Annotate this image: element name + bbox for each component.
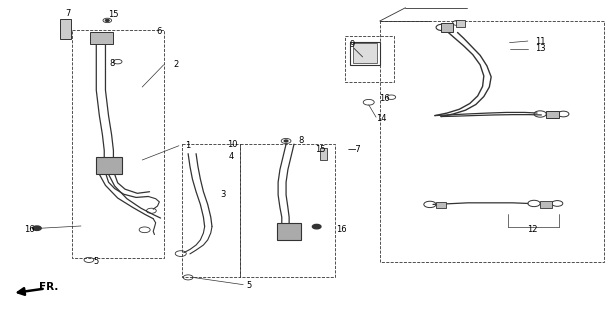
Text: 9: 9 bbox=[349, 40, 355, 49]
Text: 2: 2 bbox=[173, 60, 178, 69]
Bar bbox=[546, 111, 558, 118]
Text: 4: 4 bbox=[228, 152, 234, 161]
Text: 6: 6 bbox=[157, 27, 162, 36]
Bar bbox=[540, 201, 552, 208]
Text: —7: —7 bbox=[347, 145, 361, 154]
Text: 15: 15 bbox=[315, 145, 326, 154]
Text: 15: 15 bbox=[108, 10, 119, 19]
Text: 12: 12 bbox=[528, 225, 538, 234]
Text: 1: 1 bbox=[186, 141, 191, 150]
Text: 16: 16 bbox=[379, 94, 390, 103]
Bar bbox=[60, 19, 71, 39]
Bar bbox=[277, 223, 301, 240]
Bar bbox=[346, 36, 394, 82]
Bar bbox=[97, 157, 122, 174]
Text: 16: 16 bbox=[336, 225, 346, 234]
Circle shape bbox=[312, 224, 321, 229]
Text: 16: 16 bbox=[25, 225, 35, 234]
Bar bbox=[320, 148, 327, 160]
Text: 8: 8 bbox=[299, 136, 304, 146]
Text: 3: 3 bbox=[220, 190, 226, 199]
Bar bbox=[353, 43, 377, 63]
Text: 10: 10 bbox=[228, 140, 238, 148]
Bar bbox=[240, 144, 335, 277]
Bar bbox=[351, 42, 379, 65]
Bar bbox=[182, 144, 240, 277]
Circle shape bbox=[284, 140, 288, 142]
Circle shape bbox=[33, 226, 41, 230]
Bar bbox=[72, 30, 164, 258]
Text: 5: 5 bbox=[93, 257, 99, 266]
Text: 13: 13 bbox=[535, 44, 546, 53]
Bar bbox=[441, 23, 453, 32]
Text: 11: 11 bbox=[535, 36, 546, 45]
Text: 8: 8 bbox=[109, 59, 114, 68]
Text: FR.: FR. bbox=[39, 282, 58, 292]
Text: 14: 14 bbox=[376, 114, 386, 123]
Circle shape bbox=[105, 20, 109, 21]
Bar bbox=[436, 202, 446, 208]
Bar bbox=[90, 32, 113, 44]
Bar bbox=[456, 20, 466, 27]
Text: 7: 7 bbox=[65, 9, 70, 18]
Text: 5: 5 bbox=[246, 281, 252, 290]
